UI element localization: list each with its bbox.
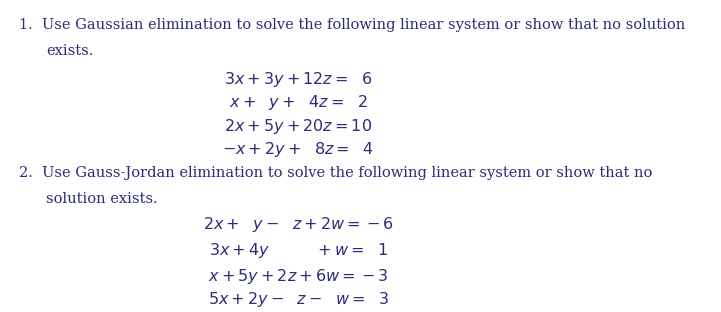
Text: 1.  Use Gaussian elimination to solve the following linear system or show that n: 1. Use Gaussian elimination to solve the… xyxy=(19,18,686,32)
Text: $2x + 5y + 20z = 10$: $2x + 5y + 20z = 10$ xyxy=(224,116,373,135)
Text: $x + \ \ y + \ \ 4z = \ \ 2$: $x + \ \ y + \ \ 4z = \ \ 2$ xyxy=(229,93,368,112)
Text: $-x + 2y + \ \ 8z = \ \ 4$: $-x + 2y + \ \ 8z = \ \ 4$ xyxy=(222,140,374,159)
Text: $2x + \ \ y - \ \ z + 2w = -6$: $2x + \ \ y - \ \ z + 2w = -6$ xyxy=(203,215,394,234)
Text: $3x + 4y \qquad\quad + w = \ \ 1$: $3x + 4y \qquad\quad + w = \ \ 1$ xyxy=(209,241,388,260)
Text: 2.  Use Gauss-Jordan elimination to solve the following linear system or show th: 2. Use Gauss-Jordan elimination to solve… xyxy=(19,166,653,180)
Text: $3x + 3y + 12z = \ \ 6$: $3x + 3y + 12z = \ \ 6$ xyxy=(224,70,373,89)
Text: $5x + 2y - \ \ z - \ \ w = \ \ 3$: $5x + 2y - \ \ z - \ \ w = \ \ 3$ xyxy=(208,290,389,310)
Text: $x + 5y + 2z + 6w = -3$: $x + 5y + 2z + 6w = -3$ xyxy=(208,267,389,286)
Text: solution exists.: solution exists. xyxy=(46,192,158,206)
Text: exists.: exists. xyxy=(46,44,93,58)
